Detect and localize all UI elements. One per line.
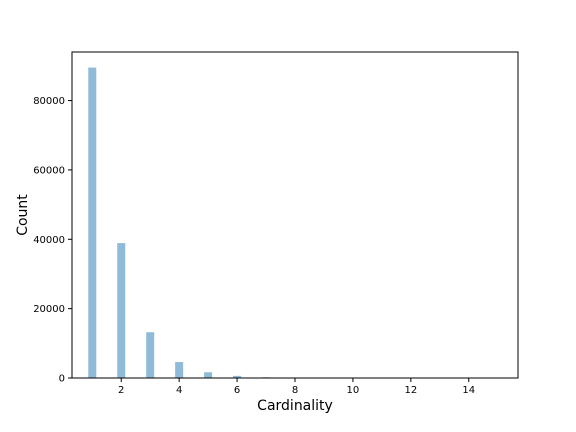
y-tick-label: 80000 bbox=[33, 96, 65, 107]
x-axis-ticks: 2 4 6 8 10 12 14 bbox=[118, 378, 475, 396]
y-tick-label: 0 bbox=[59, 374, 65, 385]
x-tick-label: 6 bbox=[234, 385, 240, 396]
bars-layer bbox=[88, 67, 502, 378]
x-axis-label: Cardinality bbox=[257, 398, 333, 414]
y-tick-label: 40000 bbox=[33, 235, 65, 246]
y-tick-label: 20000 bbox=[33, 304, 65, 315]
bar bbox=[175, 362, 184, 378]
y-axis-label: Count bbox=[15, 194, 31, 236]
bar bbox=[204, 372, 213, 378]
x-tick-label: 10 bbox=[347, 385, 360, 396]
y-tick-label: 60000 bbox=[33, 165, 65, 176]
bar bbox=[146, 332, 155, 378]
bar bbox=[233, 375, 242, 378]
y-axis-ticks: 0 20000 40000 60000 80000 bbox=[33, 96, 72, 385]
bar bbox=[88, 67, 97, 378]
plot-area-frame bbox=[71, 51, 519, 379]
x-tick-label: 4 bbox=[176, 385, 182, 396]
x-tick-label: 14 bbox=[462, 385, 475, 396]
x-tick-label: 8 bbox=[292, 385, 298, 396]
bar bbox=[117, 243, 126, 378]
x-tick-label: 12 bbox=[404, 385, 417, 396]
x-tick-label: 2 bbox=[118, 385, 124, 396]
